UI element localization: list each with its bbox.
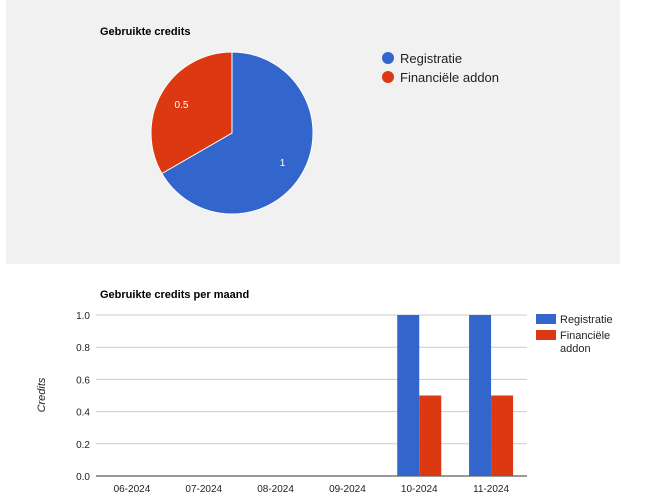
y-axis-title: Credits: [36, 377, 48, 412]
pie-chart-title: Gebruikte credits: [100, 26, 190, 38]
x-tick-label: 06-2024: [114, 484, 151, 495]
pie-legend-label: Registratie: [400, 51, 462, 66]
pie-slice-value-label: 1: [280, 158, 286, 169]
pie-chart-panel: Gebruikte credits 1 0.5 Registratie Financ…: [6, 0, 620, 264]
bar-chart: Gebruikte credits per maand Credits 0.0 0…: [36, 289, 613, 495]
x-tick-label: 11-2024: [473, 484, 509, 495]
y-tick-label: 0.2: [76, 440, 90, 451]
bar-legend-label: Financiële: [560, 330, 610, 342]
y-tick-label: 0.6: [76, 375, 90, 386]
pie-legend-marker: [382, 71, 394, 83]
y-tick-label: 0.4: [76, 408, 90, 419]
bar-legend-marker: [536, 314, 556, 324]
bar-10-2024-2: [419, 395, 442, 476]
bar-11-2024-2: [491, 395, 514, 476]
y-tick-label: 0.0: [76, 472, 90, 483]
x-tick-label: 08-2024: [257, 484, 294, 495]
bar-10-2024-1: [397, 315, 420, 476]
pie-slice-value-label: 0.5: [175, 100, 189, 111]
x-tick-label: 09-2024: [329, 484, 366, 495]
x-tick-label: 10-2024: [401, 484, 438, 495]
bar-legend-label: Registratie: [560, 314, 613, 326]
pie-legend-marker: [382, 52, 394, 64]
bar-chart-title: Gebruikte credits per maand: [100, 289, 249, 301]
y-tick-label: 1.0: [76, 311, 90, 322]
pie-legend-label: Financiële addon: [400, 70, 499, 85]
bar-legend-label: addon: [560, 343, 591, 355]
bar-11-2024-1: [469, 315, 492, 476]
pie-slice-2: [150, 51, 233, 175]
y-tick-label: 0.8: [76, 343, 90, 354]
pie-chart: Gebruikte credits 1 0.5 Registratie Financ…: [100, 26, 499, 215]
pie-slice-1: [161, 51, 314, 215]
x-tick-label: 07-2024: [185, 484, 222, 495]
bar-legend-marker: [536, 330, 556, 340]
